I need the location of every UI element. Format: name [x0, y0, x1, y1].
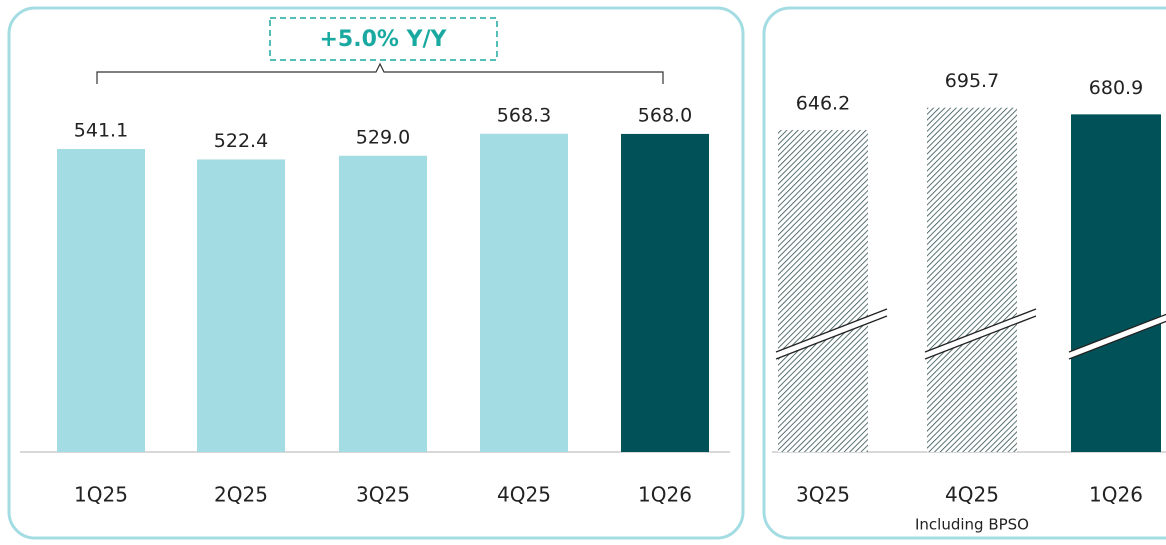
annotation: +5.0% Y/Y [319, 27, 447, 52]
axis-break [925, 309, 1036, 359]
value-label: 646.2 [796, 92, 850, 114]
axis-break [775, 315, 888, 360]
value-label: 568.3 [497, 104, 551, 126]
x-tick-label: 4Q25 [497, 483, 551, 507]
annotation: Including BPSO [915, 516, 1029, 534]
value-label: 680.9 [1089, 77, 1143, 99]
bar [197, 159, 285, 452]
axis-break [775, 308, 888, 353]
bar [1071, 114, 1161, 453]
x-tick-label: 1Q25 [74, 483, 128, 507]
axis-break [1068, 320, 1166, 360]
x-tick-label: 1Q26 [1089, 483, 1143, 507]
value-label: 695.7 [945, 70, 999, 92]
value-label: 522.4 [214, 130, 268, 152]
value-label: 568.0 [638, 104, 692, 126]
bar [57, 148, 145, 452]
x-tick-label: 3Q25 [356, 483, 410, 507]
bracket [96, 62, 664, 84]
x-tick-label: 2Q25 [214, 483, 268, 507]
panel [762, 6, 1166, 540]
x-tick-label: 4Q25 [945, 483, 999, 507]
axis-break [1068, 313, 1166, 353]
x-tick-label: 1Q26 [638, 483, 692, 507]
value-label: 529.0 [356, 126, 410, 148]
panel [7, 6, 745, 540]
axis-break [776, 309, 887, 359]
axis-break [1069, 314, 1166, 359]
axis-break [924, 315, 1037, 360]
bar [480, 133, 568, 452]
bar [339, 155, 427, 452]
bar [927, 107, 1017, 452]
axis-break [924, 308, 1037, 353]
bar [778, 129, 868, 453]
annotation-box [269, 17, 498, 61]
value-label: 541.1 [74, 119, 128, 141]
x-tick-label: 3Q25 [796, 483, 850, 507]
bar [621, 133, 709, 453]
